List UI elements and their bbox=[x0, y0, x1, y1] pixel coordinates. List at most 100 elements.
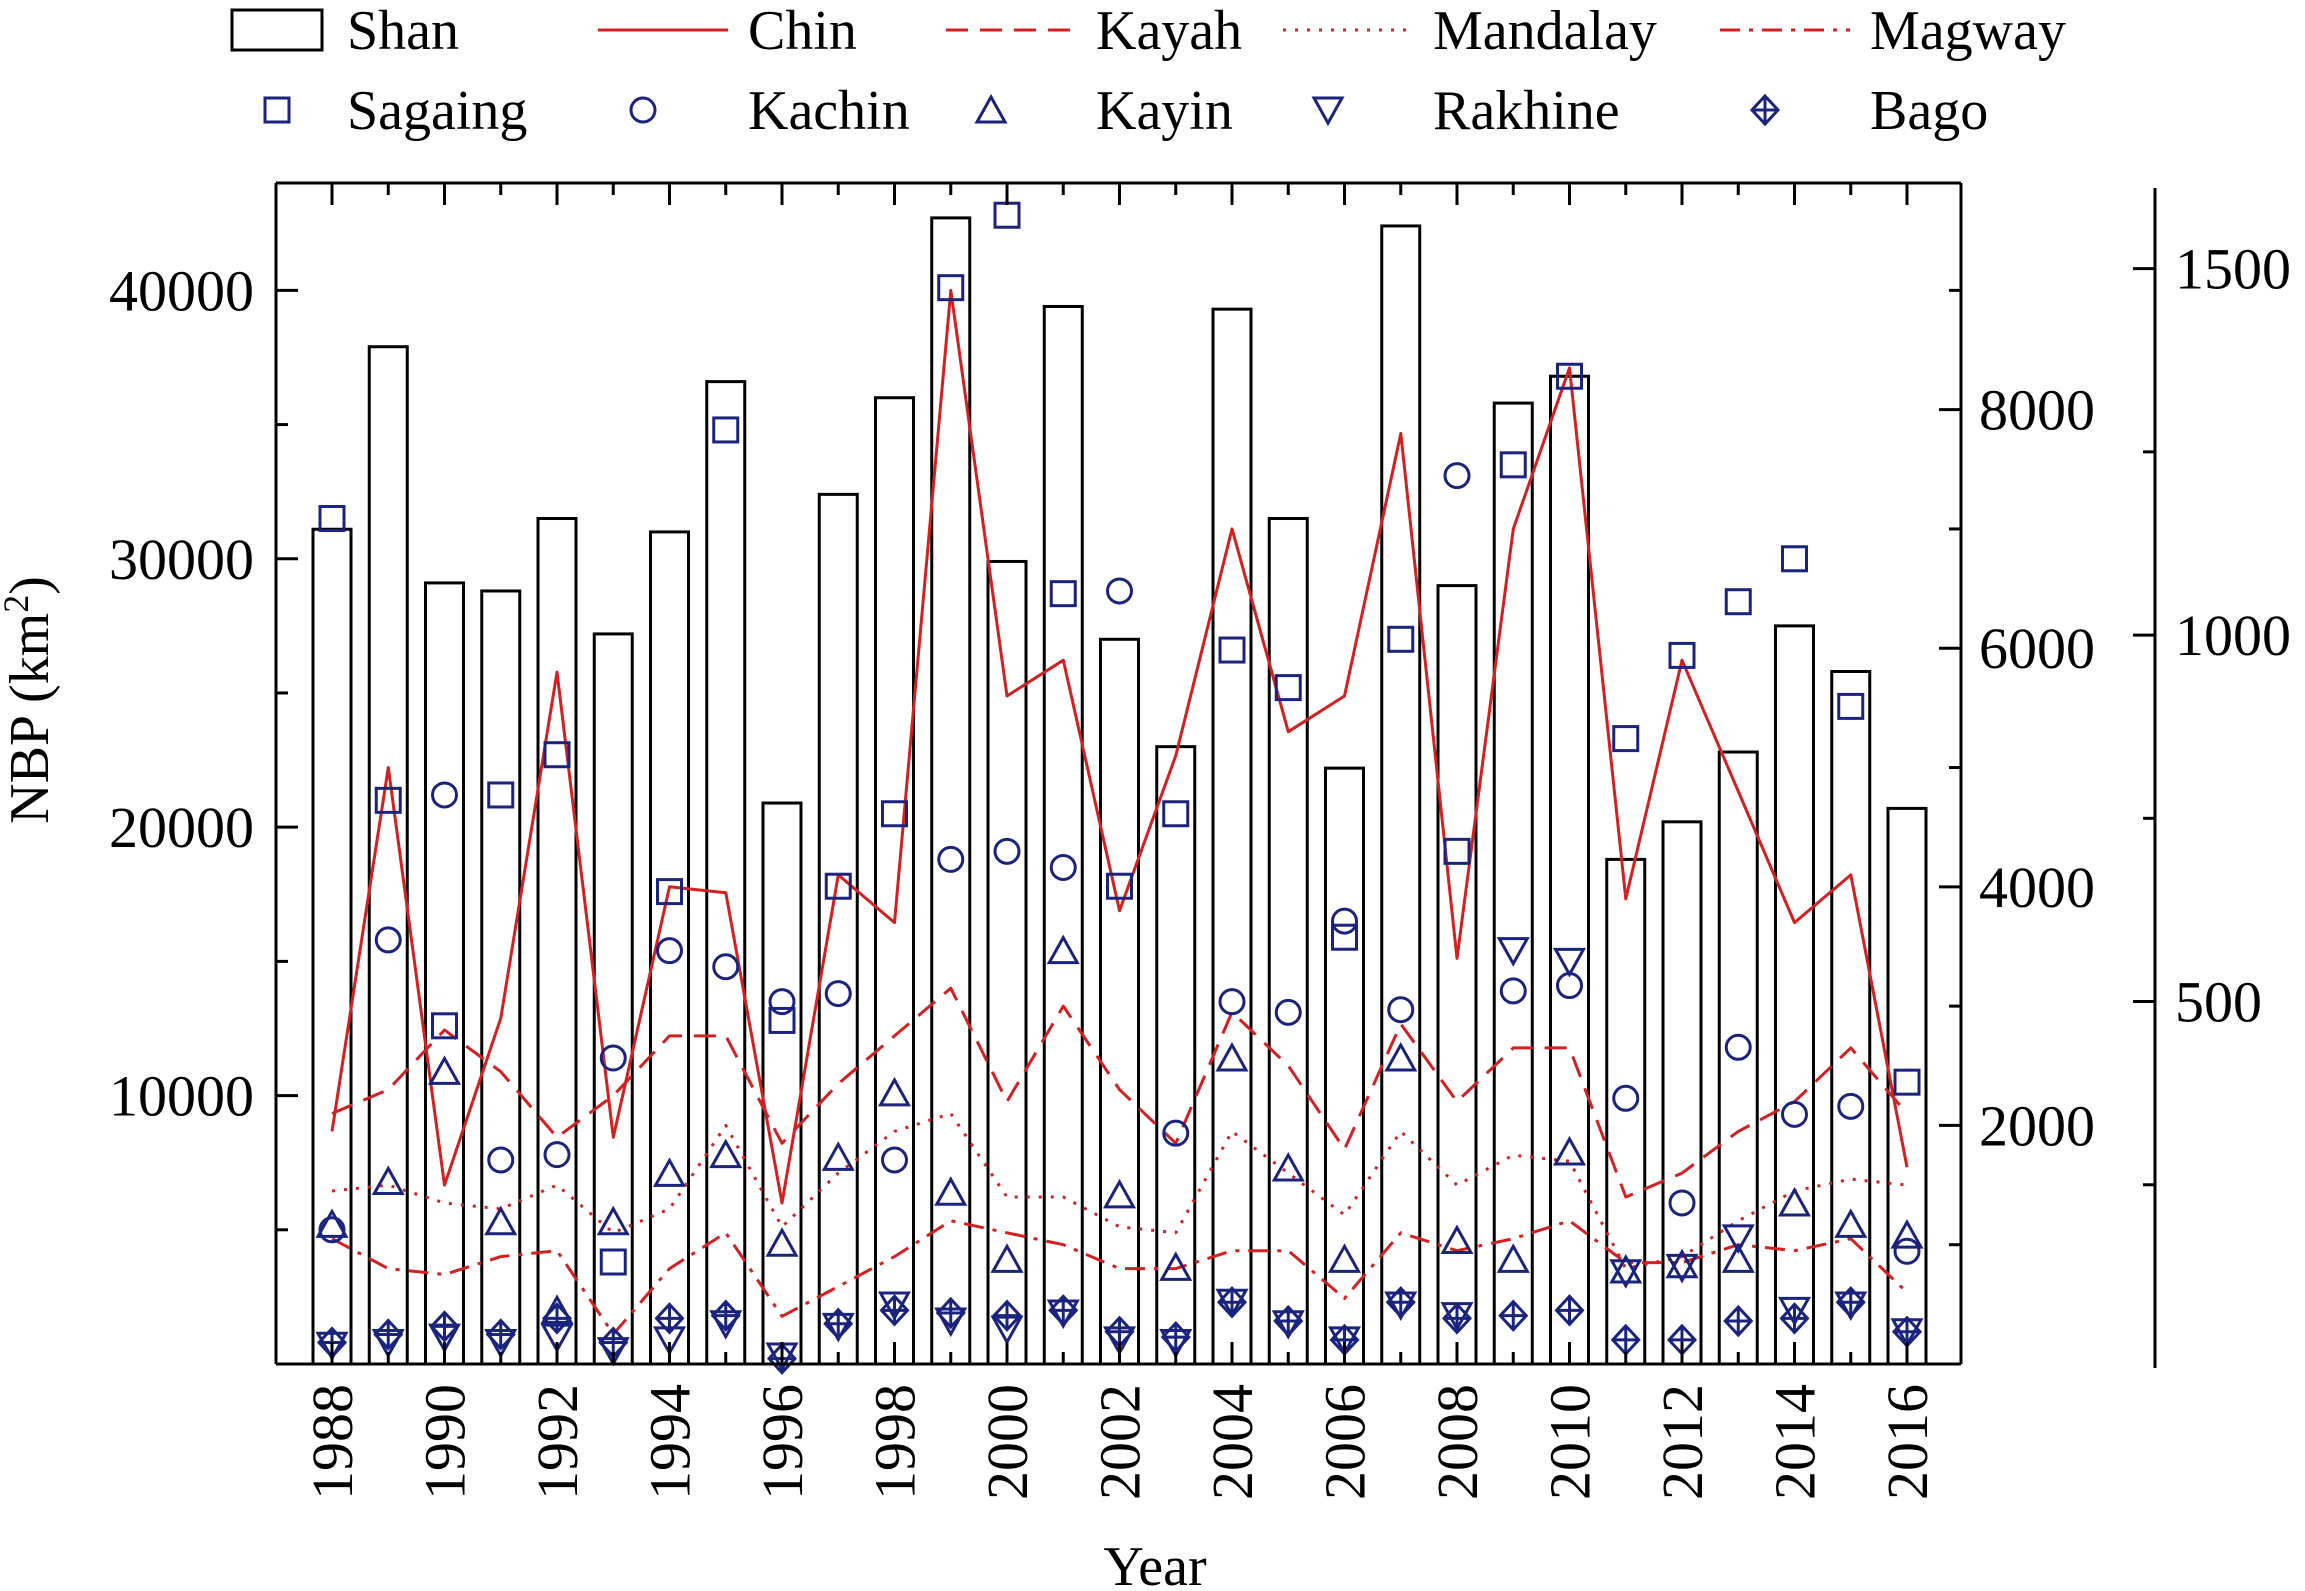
y-axis-title: NBP (km2) bbox=[0, 576, 61, 824]
point-sagaing-1994 bbox=[656, 878, 683, 906]
point-bago-2013 bbox=[1723, 1304, 1754, 1338]
bar-shan-1998 bbox=[874, 396, 915, 1366]
x-tick-label: 2012 bbox=[1650, 1384, 1715, 1500]
middle-tick-label: 2000 bbox=[1979, 1093, 2095, 1158]
point-sagaing-2003 bbox=[1162, 800, 1190, 828]
x-tick-label: 2008 bbox=[1425, 1384, 1490, 1500]
axes-layer: 10000 20000 30000 40000 2000 4000 6000 8000 500 1… bbox=[109, 181, 2291, 1500]
point-sagaing-1989 bbox=[374, 786, 402, 814]
point-kachin-1998 bbox=[881, 1146, 908, 1174]
point-bago-1998 bbox=[879, 1294, 910, 1327]
bar-shan-2003 bbox=[1155, 745, 1197, 1366]
point-kachin-2016 bbox=[1893, 1237, 1921, 1265]
point-bago-2005 bbox=[1273, 1304, 1304, 1338]
bar-shan-2001 bbox=[1042, 304, 1084, 1366]
bar-shan-2006 bbox=[1324, 766, 1365, 1366]
point-kayin-2010 bbox=[1552, 1135, 1587, 1166]
bar-shan-2005 bbox=[1267, 517, 1309, 1366]
point-bago-2003 bbox=[1160, 1320, 1191, 1354]
point-kayin-1995 bbox=[709, 1138, 743, 1169]
point-kayin-2004 bbox=[1215, 1041, 1249, 1072]
point-kayin-2002 bbox=[1102, 1178, 1137, 1209]
point-sagaing-2013 bbox=[1724, 588, 1752, 616]
point-sagaing-2009 bbox=[1499, 451, 1527, 479]
point-kayin-2015 bbox=[1834, 1208, 1868, 1238]
point-rakhine-2011 bbox=[1609, 1259, 1643, 1289]
x-tick-label: 1994 bbox=[638, 1384, 703, 1500]
bar-shan-1992 bbox=[536, 517, 578, 1366]
point-kayin-1997 bbox=[821, 1141, 855, 1171]
point-sagaing-1990 bbox=[431, 1012, 458, 1040]
point-kayin-1990 bbox=[427, 1055, 462, 1085]
legend-label-kayah: Kayah bbox=[1096, 0, 1242, 62]
point-kachin-2000 bbox=[993, 837, 1021, 865]
legend-label-rakhine: Rakhine bbox=[1433, 80, 1620, 142]
right-tick-label: 1500 bbox=[2175, 237, 2291, 302]
point-kayin-2000 bbox=[990, 1243, 1024, 1273]
point-kachin-2009 bbox=[1499, 977, 1527, 1005]
point-sagaing-2007 bbox=[1387, 625, 1415, 653]
x-tick-label: 2014 bbox=[1763, 1384, 1828, 1500]
point-bago-1990 bbox=[429, 1310, 460, 1343]
point-sagaing-1993 bbox=[599, 1248, 627, 1276]
point-kachin-2012 bbox=[1668, 1189, 1696, 1217]
point-kayin-2005 bbox=[1271, 1151, 1305, 1182]
point-kachin-1991 bbox=[487, 1146, 515, 1174]
point-kayin-2016 bbox=[1890, 1219, 1924, 1249]
point-kachin-1997 bbox=[824, 980, 852, 1008]
point-bago-2014 bbox=[1779, 1302, 1810, 1335]
bar-shan-1988 bbox=[311, 527, 353, 1366]
bar-shan-1990 bbox=[424, 581, 465, 1366]
point-kachin-2015 bbox=[1837, 1092, 1865, 1120]
point-bago-2004 bbox=[1216, 1286, 1248, 1319]
x-tick-label: 1992 bbox=[525, 1384, 590, 1500]
right-tick-label: 1000 bbox=[2175, 603, 2291, 668]
point-sagaing-2016 bbox=[1893, 1068, 1921, 1096]
left-tick-label: 40000 bbox=[109, 258, 254, 323]
legend-label-kachin: Kachin bbox=[748, 80, 910, 142]
point-rakhine-2010 bbox=[1552, 947, 1587, 978]
point-sagaing-2008 bbox=[1443, 837, 1471, 865]
line-magway bbox=[331, 1219, 1909, 1336]
point-kachin-2007 bbox=[1387, 996, 1415, 1024]
point-kayin-1998 bbox=[877, 1076, 912, 1107]
point-kachin-1989 bbox=[374, 926, 402, 954]
x-tick-label: 2006 bbox=[1313, 1384, 1378, 1500]
legend-label-mandalay: Mandalay bbox=[1433, 0, 1657, 62]
point-bago-2001 bbox=[1048, 1294, 1079, 1327]
x-tick-label: 1988 bbox=[300, 1384, 365, 1500]
point-kayin-1993 bbox=[596, 1205, 630, 1236]
point-sagaing-2012 bbox=[1668, 641, 1696, 669]
point-sagaing-1998 bbox=[881, 800, 908, 828]
point-kayin-2012 bbox=[1665, 1248, 1699, 1279]
legend-swatch-shan bbox=[230, 8, 324, 52]
point-rakhine-2009 bbox=[1496, 937, 1530, 967]
legend-label-magway: Magway bbox=[1870, 0, 2066, 62]
point-sagaing-2011 bbox=[1612, 725, 1640, 753]
bar-shan-2007 bbox=[1380, 224, 1422, 1366]
point-kachin-2001 bbox=[1049, 853, 1077, 881]
x-tick-label: 1990 bbox=[413, 1384, 478, 1500]
point-kayin-2008 bbox=[1440, 1224, 1474, 1255]
point-kayin-2007 bbox=[1384, 1041, 1418, 1072]
point-kayin-1989 bbox=[371, 1165, 405, 1195]
x-axis-title: Year bbox=[1103, 1536, 1207, 1591]
point-sagaing-2004 bbox=[1218, 636, 1246, 664]
point-sagaing-2002 bbox=[1106, 872, 1133, 900]
point-sagaing-2005 bbox=[1274, 674, 1302, 702]
point-kayin-2001 bbox=[1046, 934, 1080, 965]
x-tick-label: 2004 bbox=[1200, 1384, 1265, 1500]
point-kachin-2011 bbox=[1612, 1084, 1640, 1112]
middle-tick-label: 4000 bbox=[1979, 855, 2095, 920]
point-rakhine-2013 bbox=[1721, 1224, 1755, 1254]
point-kayin-1999 bbox=[934, 1176, 968, 1206]
point-sagaing-2015 bbox=[1837, 692, 1865, 720]
point-sagaing-1997 bbox=[824, 872, 852, 900]
left-tick-label: 10000 bbox=[109, 1064, 254, 1129]
bar-shan-2014 bbox=[1774, 624, 1815, 1366]
bar-shan-2002 bbox=[1099, 637, 1140, 1366]
legend-label-kayin: Kayin bbox=[1096, 80, 1233, 142]
point-kachin-1992 bbox=[543, 1141, 571, 1169]
point-bago-2008 bbox=[1441, 1302, 1473, 1335]
bar-shan-2008 bbox=[1436, 584, 1478, 1366]
